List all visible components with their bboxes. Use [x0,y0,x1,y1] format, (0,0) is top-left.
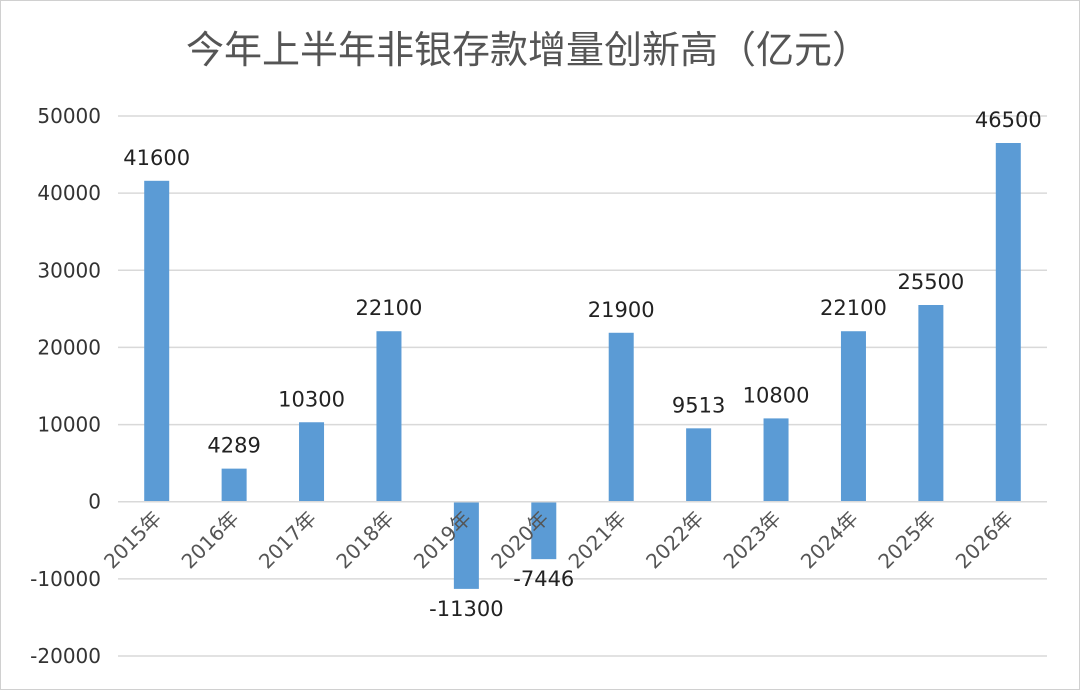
data-label: 9513 [672,393,725,417]
data-label: 21900 [588,298,655,322]
x-axis-ticks: 2015年 2016年 2017年 2018年 2019年 2020年 2021年 2022年… [99,506,1018,573]
y-tick-label: -10000 [30,567,101,591]
data-label: 10300 [278,387,345,411]
data-label: 46500 [975,108,1042,132]
chart-title: 今年上半年非银存款增量创新高（亿元） [186,28,870,72]
data-label: 25500 [897,270,964,294]
x-tick-label: 2026年 [951,506,1018,573]
data-label: -11300 [429,597,503,621]
x-tick-label: 2024年 [796,506,863,573]
data-label: 10800 [743,383,810,407]
y-tick-label: 20000 [37,335,101,359]
y-tick-label: 40000 [37,181,101,205]
bar [840,331,866,502]
x-tick-label: 2015年 [99,506,166,573]
x-tick-label: 2018年 [331,506,398,573]
gridlines [118,115,1047,657]
y-tick-label: -20000 [30,644,101,668]
y-tick-label: 0 [88,490,101,514]
bar [608,332,634,502]
data-label: 22100 [356,296,423,320]
data-label: 4289 [207,434,260,458]
data-label: 22100 [820,296,887,320]
x-tick-label: 2017年 [254,506,321,573]
x-tick-label: 2023年 [718,506,785,573]
y-tick-label: 30000 [37,258,101,282]
x-tick-label: 2021年 [564,506,631,573]
x-tick-label: 2022年 [641,506,708,573]
bar [453,501,479,589]
bar [763,418,789,502]
x-tick-label: 2025年 [873,506,940,573]
data-label: -7446 [513,567,574,591]
bar [995,143,1021,502]
bar [221,468,247,502]
bar [376,331,402,502]
bar [531,501,557,560]
bar [144,180,170,502]
data-labels: 41600 4289 10300 22100 -11300 -7446 21900 9513 1… [123,108,1041,621]
y-tick-label: 50000 [37,104,101,128]
y-axis-ticks: 50000 40000 30000 20000 10000 0 -10000 -20000 [30,104,101,668]
data-label: 41600 [123,146,190,170]
bar [686,428,712,502]
bars [144,143,1021,589]
y-tick-label: 10000 [37,413,101,437]
bar [299,422,325,502]
x-tick-label: 2016年 [177,506,244,573]
bar [918,305,944,502]
